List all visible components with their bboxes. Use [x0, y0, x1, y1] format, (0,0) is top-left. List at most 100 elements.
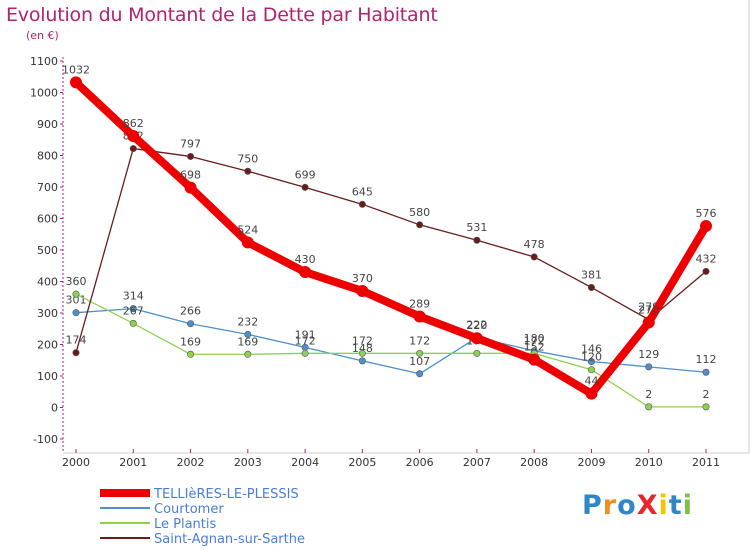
- data-point: [129, 319, 137, 327]
- data-label: 120: [581, 351, 602, 364]
- data-point: [416, 349, 424, 357]
- y-tick-label: 700: [37, 181, 58, 194]
- data-label: 580: [409, 206, 430, 219]
- data-label: 174: [66, 334, 87, 347]
- data-label: 698: [180, 169, 201, 182]
- y-tick-label: 100: [37, 370, 58, 383]
- y-tick-label: 1000: [30, 87, 58, 100]
- data-label: 370: [352, 272, 373, 285]
- data-label: 146: [581, 343, 602, 356]
- x-tick-label: 2009: [577, 456, 605, 469]
- data-point: [587, 283, 595, 291]
- data-point: [645, 403, 653, 411]
- data-point: [129, 305, 137, 313]
- x-tick-label: 2011: [692, 456, 720, 469]
- y-tick-label: 800: [37, 150, 58, 163]
- data-label: 531: [466, 221, 487, 234]
- x-axis: 2000 2001 2002 2003 2004 2005 2006 2007 2008 2009…: [62, 449, 720, 469]
- data-point: [473, 236, 481, 244]
- data-point: [129, 145, 137, 153]
- y-tick-label: 600: [37, 213, 58, 226]
- data-label: 169: [180, 335, 201, 348]
- data-label: 478: [524, 238, 545, 251]
- data-point: [700, 220, 712, 233]
- y-tick-label: 1100: [30, 55, 58, 68]
- y-tick-label: 900: [37, 118, 58, 131]
- series-line: [75, 147, 707, 354]
- data-label: 432: [696, 252, 717, 265]
- logo-letter: r: [602, 490, 618, 521]
- data-label: 750: [237, 152, 258, 165]
- data-label: 222: [466, 319, 487, 332]
- data-label: 430: [295, 253, 316, 266]
- x-tick-label: 2007: [463, 456, 491, 469]
- x-tick-label: 2010: [635, 456, 663, 469]
- legend-label: Courtomer: [154, 502, 224, 517]
- data-point: [184, 181, 197, 194]
- data-label: 172: [409, 334, 430, 347]
- series-le-plantis: 36026716916917217217217217212022: [66, 275, 710, 411]
- x-tick-label: 2002: [177, 456, 205, 469]
- x-tick-label: 2003: [234, 456, 262, 469]
- series-line: [72, 78, 710, 398]
- data-point: [416, 370, 424, 378]
- data-label: 2: [645, 388, 652, 401]
- y-tick-label: 300: [37, 307, 58, 320]
- proxiti-logo: ProXiti: [582, 490, 693, 521]
- data-label: 524: [237, 223, 258, 236]
- data-point: [301, 349, 309, 357]
- data-point: [301, 183, 309, 191]
- data-label: 44: [584, 375, 598, 388]
- logo-letter: X: [636, 490, 659, 521]
- data-point: [416, 221, 424, 229]
- y-tick-label: 0: [51, 402, 58, 415]
- data-label: 129: [638, 348, 659, 361]
- data-point: [585, 387, 598, 400]
- legend-item: Saint-Agnan-sur-Sarthe: [100, 532, 305, 547]
- data-point: [473, 349, 481, 357]
- data-label: 862: [123, 117, 144, 130]
- data-label: 381: [581, 268, 602, 281]
- data-point: [72, 290, 80, 298]
- data-label: 148: [352, 342, 373, 355]
- legend-item: TELLIèRES-LE-PLESSIS: [100, 487, 299, 502]
- data-point: [530, 253, 538, 261]
- data-point: [187, 350, 195, 358]
- legend-item: Courtomer: [100, 502, 224, 517]
- data-point: [187, 152, 195, 160]
- data-label: 1032: [62, 63, 90, 76]
- data-label: 360: [66, 275, 87, 288]
- data-point: [702, 403, 710, 411]
- y-tick-label: 400: [37, 276, 58, 289]
- y-axis: -100 0 100 200 300 400 500 600 700 800 900 1000 1100: [30, 55, 64, 453]
- logo-letter: i: [658, 490, 669, 521]
- data-point: [702, 368, 710, 376]
- data-point: [358, 357, 366, 365]
- data-label: 172: [295, 334, 316, 347]
- chart-title: Evolution du Montant de la Dette par Hab…: [6, 4, 438, 26]
- data-point: [358, 349, 366, 357]
- x-tick-label: 2004: [291, 456, 319, 469]
- data-point: [470, 332, 483, 345]
- data-point: [241, 236, 254, 249]
- data-point: [244, 350, 252, 358]
- data-label: 270: [638, 303, 659, 316]
- data-label: 699: [295, 168, 316, 181]
- chart-subtitle: (en €): [26, 29, 59, 42]
- data-label: 220: [466, 319, 487, 332]
- y-tick-label: 500: [37, 244, 58, 257]
- legend-item: Le Plantis: [100, 517, 217, 532]
- data-label: 112: [696, 353, 717, 366]
- data-label: 191: [295, 328, 316, 341]
- series-saint-agnan-sur-sarthe: 174822797750699645580531478381279432: [66, 130, 717, 357]
- x-tick-label: 2008: [520, 456, 548, 469]
- data-label: 172: [524, 334, 545, 347]
- x-tick-label: 2006: [406, 456, 434, 469]
- legend-label: TELLIèRES-LE-PLESSIS: [153, 487, 299, 502]
- x-tick-label: 2005: [348, 456, 376, 469]
- series-line: [75, 293, 707, 408]
- data-point: [528, 353, 541, 366]
- data-point: [645, 363, 653, 371]
- logo-letter: i: [682, 490, 693, 521]
